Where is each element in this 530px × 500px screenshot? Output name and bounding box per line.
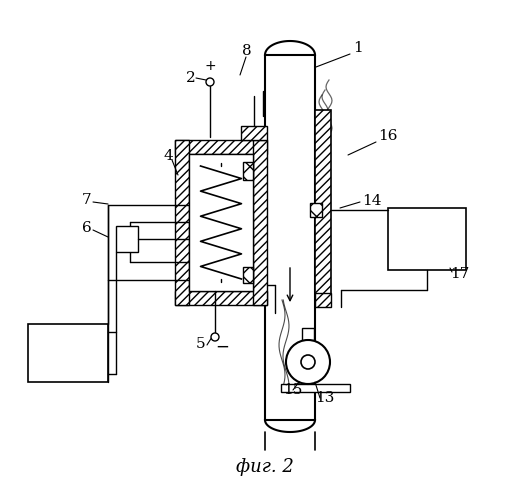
Bar	[265, 55, 315, 420]
Text: +: +	[205, 59, 217, 73]
Bar	[315, 293, 331, 307]
Text: 7: 7	[82, 193, 92, 207]
Text: 6: 6	[82, 221, 92, 235]
Bar	[281, 384, 350, 392]
Bar	[253, 140, 267, 305]
Text: 15: 15	[283, 383, 303, 397]
Text: 8: 8	[242, 44, 252, 58]
Bar	[175, 140, 189, 305]
Text: 16: 16	[378, 129, 398, 143]
Circle shape	[211, 333, 219, 341]
Text: 2: 2	[186, 71, 196, 85]
Bar	[175, 291, 267, 305]
Circle shape	[206, 78, 214, 86]
Bar	[175, 140, 267, 154]
Text: фиг. 2: фиг. 2	[236, 458, 294, 476]
Bar	[388, 208, 466, 270]
Bar	[315, 110, 331, 295]
Text: 4: 4	[163, 149, 173, 163]
Circle shape	[301, 355, 315, 369]
Circle shape	[286, 340, 330, 384]
Text: 13: 13	[315, 391, 334, 405]
Text: −: −	[215, 338, 229, 356]
Bar	[241, 126, 267, 140]
Bar	[28, 324, 108, 382]
Bar	[243, 267, 253, 283]
Text: 14: 14	[362, 194, 382, 208]
Text: 5: 5	[196, 337, 206, 351]
Bar	[310, 203, 322, 217]
Text: 1: 1	[353, 41, 363, 55]
Bar	[189, 154, 253, 291]
Bar	[302, 328, 314, 340]
Bar	[243, 162, 253, 180]
Text: 17: 17	[450, 267, 470, 281]
Bar	[116, 226, 138, 252]
